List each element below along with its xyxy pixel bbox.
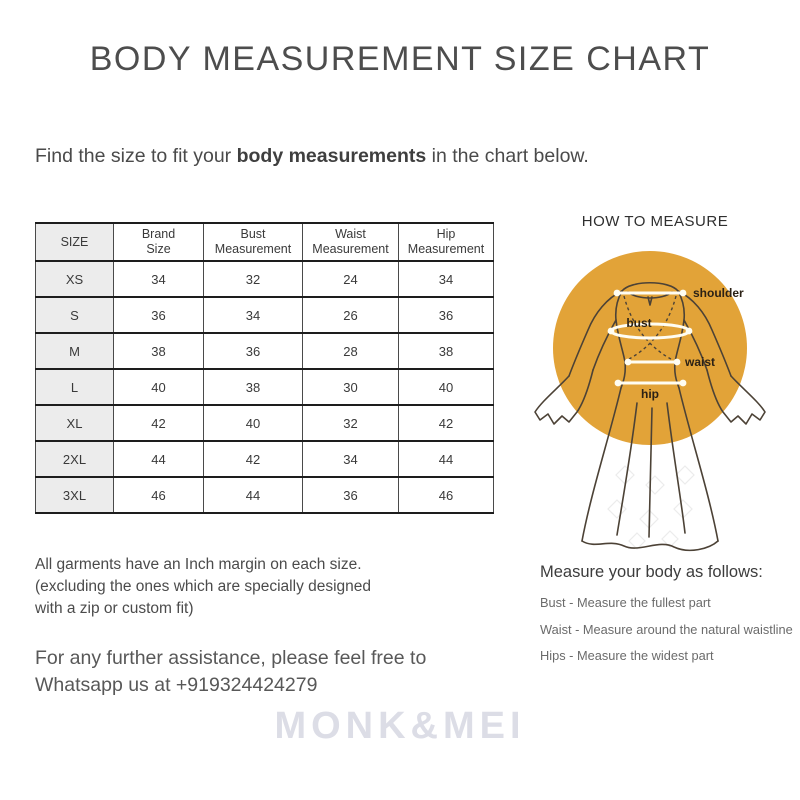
brand-cell: 42 <box>113 404 204 442</box>
dress-fold-1 <box>616 402 638 536</box>
dress-skirt-left <box>581 387 622 542</box>
hip-cell: 36 <box>398 296 494 334</box>
intro-text: Find the size to fit your body measureme… <box>35 145 589 168</box>
margin-note-line: with a zip or custom fit) <box>35 600 194 617</box>
sleeve-right-inner <box>683 319 708 371</box>
brand-cell: 44 <box>113 440 204 478</box>
bust-cell: 40 <box>203 404 303 442</box>
table-row-xs: XS 34 32 24 34 <box>35 260 494 298</box>
waist-cell: 30 <box>302 368 399 406</box>
brand-cell: 38 <box>113 332 204 370</box>
how-to-measure-illustration: shoulder bust waist hip <box>534 251 766 552</box>
dress-fold-2 <box>648 407 653 538</box>
measure-guide-hips: Hips - Measure the widest part <box>540 648 714 663</box>
size-table: SIZE Brand Size Bust Measurement Waist M… <box>35 222 494 514</box>
size-cell: 2XL <box>35 440 114 478</box>
brand-cell: 36 <box>113 296 204 334</box>
size-cell: XS <box>35 260 114 298</box>
header-brand-size: Brand Size <box>113 222 204 262</box>
hip-cell: 44 <box>398 440 494 478</box>
size-cell: M <box>35 332 114 370</box>
waist-cell: 32 <box>302 404 399 442</box>
margin-note-line: (excluding the ones which are specially … <box>35 578 372 595</box>
intro-prefix: Find the size to fit your <box>35 145 237 167</box>
dress-skirt-right <box>678 387 719 542</box>
assistance-line: For any further assistance, please feel … <box>35 647 427 669</box>
table-row-m: M 38 36 28 38 <box>35 332 494 370</box>
dress-bodice-right <box>673 290 686 389</box>
waist-cell: 24 <box>302 260 399 298</box>
size-cell: L <box>35 368 114 406</box>
header-bust: Bust Measurement <box>203 222 303 262</box>
size-cell: 3XL <box>35 476 114 514</box>
margin-note: All garments have an Inch margin on each… <box>35 554 371 620</box>
cuff-right <box>706 369 766 425</box>
sleeve-left-inner <box>592 319 617 371</box>
orange-circle <box>553 251 747 445</box>
assistance-note: For any further assistance, please feel … <box>35 645 426 699</box>
sleeve-left-outer <box>568 290 623 377</box>
how-to-measure-heading: HOW TO MEASURE <box>581 213 729 230</box>
brand-cell: 40 <box>113 368 204 406</box>
intro-suffix: in the chart below. <box>426 145 589 167</box>
header-hip: Hip Measurement <box>398 222 494 262</box>
measurement-dots <box>607 289 693 387</box>
bust-cell: 34 <box>203 296 303 334</box>
measure-guide-waist: Waist - Measure around the natural waist… <box>540 621 793 637</box>
shoulder-label: shoulder <box>693 286 744 300</box>
hip-label: hip <box>641 387 659 401</box>
dress-neckline <box>621 282 679 292</box>
bust-cell: 32 <box>203 260 303 298</box>
page-title: BODY MEASUREMENT SIZE CHART <box>89 40 711 78</box>
waist-cell: 26 <box>302 296 399 334</box>
dress-bodice-left <box>614 290 627 389</box>
header-size: SIZE <box>35 222 114 262</box>
dress-neck-notch <box>647 296 653 306</box>
table-row-xl: XL 42 40 32 42 <box>35 404 494 442</box>
table-row-l: L 40 38 30 40 <box>35 368 494 406</box>
brand-watermark: MONK&MEI <box>274 705 526 747</box>
table-row-3xl: 3XL 46 44 36 46 <box>35 476 494 514</box>
dart-dashed-lines <box>623 295 677 360</box>
assistance-line: Whatsapp us at +919324424279 <box>35 674 318 696</box>
hip-cell: 42 <box>398 404 494 442</box>
size-cell: XL <box>35 404 114 442</box>
waist-label: waist <box>684 355 715 369</box>
sleeve-right-outer <box>677 290 732 377</box>
waist-cell: 36 <box>302 476 399 514</box>
dress-fold-3 <box>666 402 686 534</box>
bust-cell: 38 <box>203 368 303 406</box>
measure-guide: Measure your body as follows: Bust - Mea… <box>540 563 800 675</box>
table-row-2xl: 2XL 44 42 34 44 <box>35 440 494 478</box>
bust-cell: 42 <box>203 440 303 478</box>
waist-cell: 28 <box>302 332 399 370</box>
hip-cell: 38 <box>398 332 494 370</box>
intro-bold: body measurements <box>236 145 427 167</box>
measure-guide-heading: Measure your body as follows: <box>540 563 763 581</box>
bust-cell: 44 <box>203 476 303 514</box>
hip-cell: 46 <box>398 476 494 514</box>
dress-hem <box>581 540 719 552</box>
bust-label: bust <box>626 316 651 330</box>
waist-cell: 34 <box>302 440 399 478</box>
bust-cell: 36 <box>203 332 303 370</box>
hip-cell: 40 <box>398 368 494 406</box>
header-waist: Waist Measurement <box>302 222 399 262</box>
cuff-left <box>534 369 594 425</box>
size-table-container: SIZE Brand Size Bust Measurement Waist M… <box>35 222 494 514</box>
brand-cell: 34 <box>113 260 204 298</box>
dress-outline <box>534 282 766 552</box>
margin-note-line: All garments have an Inch margin on each… <box>35 556 362 573</box>
measure-guide-bust: Bust - Measure the fullest part <box>540 595 711 610</box>
size-cell: S <box>35 296 114 334</box>
brand-cell: 46 <box>113 476 204 514</box>
hip-cell: 34 <box>398 260 494 298</box>
table-header-row: SIZE Brand Size Bust Measurement Waist M… <box>35 222 494 262</box>
table-row-s: S 36 34 26 36 <box>35 296 494 334</box>
